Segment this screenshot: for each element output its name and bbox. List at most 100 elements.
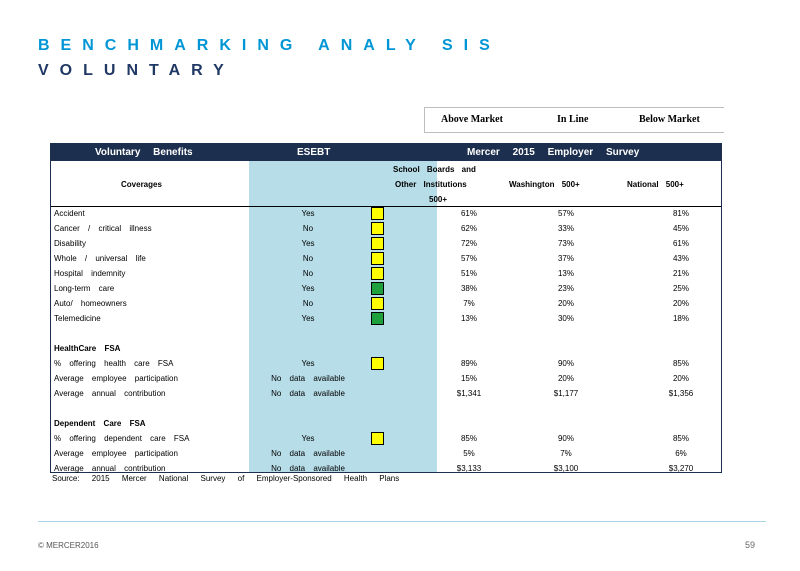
row-school-boards-value: 62% bbox=[460, 224, 477, 233]
esebt-column-shade bbox=[249, 161, 437, 472]
table-row: Disability Yes 72% 73% 61% bbox=[51, 237, 721, 251]
row-national-value: 20% bbox=[672, 374, 689, 383]
legend: Above Market In Line Below Market bbox=[424, 107, 724, 133]
legend-below-market: Below Market bbox=[639, 114, 700, 125]
row-esebt-value: No data available bbox=[271, 449, 345, 458]
row-esebt-value: No data available bbox=[271, 374, 345, 383]
header-survey: Mercer 2015 Employer Survey bbox=[467, 147, 640, 158]
status-indicator bbox=[371, 297, 384, 310]
row-washington-value: 20% bbox=[557, 374, 574, 383]
row-school-boards-value: $3,133 bbox=[456, 464, 482, 473]
row-washington-value: 90% bbox=[557, 359, 574, 368]
row-national-value: $3,270 bbox=[668, 464, 694, 473]
row-national-value: 85% bbox=[672, 434, 689, 443]
table-row: Whole / universal life No 57% 37% 43% bbox=[51, 252, 721, 266]
subheader-divider bbox=[51, 206, 721, 207]
row-washington-value: 57% bbox=[557, 209, 574, 218]
status-indicator bbox=[371, 207, 384, 220]
row-esebt-value: No data available bbox=[271, 464, 345, 473]
row-esebt-value: No bbox=[302, 269, 314, 278]
row-label: Dependent Care FSA bbox=[54, 419, 146, 428]
row-washington-value: 30% bbox=[557, 314, 574, 323]
row-washington-value: 20% bbox=[557, 299, 574, 308]
benchmark-table: Voluntary Benefits ESEBT Mercer 2015 Emp… bbox=[50, 143, 722, 473]
row-national-value: 25% bbox=[672, 284, 689, 293]
row-esebt-value: Yes bbox=[301, 239, 315, 248]
row-label: Average employee participation bbox=[54, 374, 178, 383]
table-row bbox=[51, 402, 721, 416]
row-school-boards-value: 85% bbox=[460, 434, 477, 443]
row-national-value: 81% bbox=[672, 209, 689, 218]
row-esebt-value: Yes bbox=[301, 359, 315, 368]
row-label: Average annual contribution bbox=[54, 464, 166, 473]
table-row: Dependent Care FSA bbox=[51, 417, 721, 431]
source-note: Source: 2015 Mercer National Survey of E… bbox=[52, 474, 400, 483]
status-indicator bbox=[371, 432, 384, 445]
row-esebt-value: Yes bbox=[301, 434, 315, 443]
row-washington-value: 37% bbox=[557, 254, 574, 263]
header-benefits: Voluntary Benefits bbox=[95, 147, 193, 158]
row-washington-value: 33% bbox=[557, 224, 574, 233]
table-row bbox=[51, 327, 721, 341]
subheader-washington: Washington 500+ bbox=[509, 180, 580, 189]
row-school-boards-value: 57% bbox=[460, 254, 477, 263]
row-label: % offering dependent care FSA bbox=[54, 434, 190, 443]
row-school-boards-value: 51% bbox=[460, 269, 477, 278]
row-label: Hospital indemnity bbox=[54, 269, 126, 278]
row-label: Disability bbox=[54, 239, 87, 248]
page-number: 59 bbox=[745, 540, 756, 550]
page-subtitle: VOLUNTARY bbox=[38, 62, 235, 79]
table-row: Average employee participation No data av… bbox=[51, 447, 721, 461]
row-national-value: 20% bbox=[672, 299, 689, 308]
status-indicator bbox=[371, 312, 384, 325]
subheader-sb-line3: 500+ bbox=[429, 195, 448, 204]
row-label: Average annual contribution bbox=[54, 389, 166, 398]
row-national-value: 6% bbox=[675, 449, 687, 458]
row-esebt-value: Yes bbox=[301, 209, 315, 218]
table-row: % offering health care FSA Yes 89% 90% 85% bbox=[51, 357, 721, 371]
row-national-value: 61% bbox=[672, 239, 689, 248]
row-washington-value: 73% bbox=[557, 239, 574, 248]
row-label: Whole / universal life bbox=[54, 254, 146, 263]
table-row: Accident Yes 61% 57% 81% bbox=[51, 207, 721, 221]
row-esebt-value: No bbox=[302, 224, 314, 233]
row-esebt-value: No bbox=[302, 254, 314, 263]
row-school-boards-value: 5% bbox=[463, 449, 475, 458]
row-label: Telemedicine bbox=[54, 314, 101, 323]
status-indicator bbox=[371, 252, 384, 265]
row-label: % offering health care FSA bbox=[54, 359, 174, 368]
table-row: Auto/ homeowners No 7% 20% 20% bbox=[51, 297, 721, 311]
row-school-boards-value: 61% bbox=[460, 209, 477, 218]
page-title: BENCHMARKING ANALY SIS bbox=[38, 37, 501, 54]
row-washington-value: 23% bbox=[557, 284, 574, 293]
row-label: Cancer / critical illness bbox=[54, 224, 152, 233]
row-national-value: 45% bbox=[672, 224, 689, 233]
table-row: HealthCare FSA bbox=[51, 342, 721, 356]
row-washington-value: $3,100 bbox=[553, 464, 579, 473]
row-school-boards-value: $1,341 bbox=[456, 389, 482, 398]
subheader-sb-line2: Other Institutions bbox=[395, 180, 467, 189]
table-row: % offering dependent care FSA Yes 85% 90% 85… bbox=[51, 432, 721, 446]
row-esebt-value: No data available bbox=[271, 389, 345, 398]
table-row: Average annual contribution No data avail… bbox=[51, 387, 721, 401]
header-esebt: ESEBT bbox=[297, 147, 331, 158]
footer-divider bbox=[38, 521, 766, 522]
row-washington-value: $1,177 bbox=[553, 389, 579, 398]
row-national-value: 18% bbox=[672, 314, 689, 323]
legend-above-market: Above Market bbox=[441, 114, 503, 125]
legend-in-line: In Line bbox=[557, 114, 589, 125]
row-esebt-value: Yes bbox=[301, 284, 315, 293]
table-row: Hospital indemnity No 51% 13% 21% bbox=[51, 267, 721, 281]
row-label: Auto/ homeowners bbox=[54, 299, 127, 308]
row-national-value: 85% bbox=[672, 359, 689, 368]
row-esebt-value: No bbox=[302, 299, 314, 308]
subheader-sb-line1: School Boards and bbox=[393, 165, 476, 174]
row-label: Accident bbox=[54, 209, 85, 218]
table-row: Cancer / critical illness No 62% 33% 45% bbox=[51, 222, 721, 236]
row-school-boards-value: 13% bbox=[460, 314, 477, 323]
status-indicator bbox=[371, 267, 384, 280]
row-national-value: 21% bbox=[672, 269, 689, 278]
table-row: Average annual contribution No data avail… bbox=[51, 462, 721, 476]
row-school-boards-value: 38% bbox=[460, 284, 477, 293]
status-indicator bbox=[371, 222, 384, 235]
